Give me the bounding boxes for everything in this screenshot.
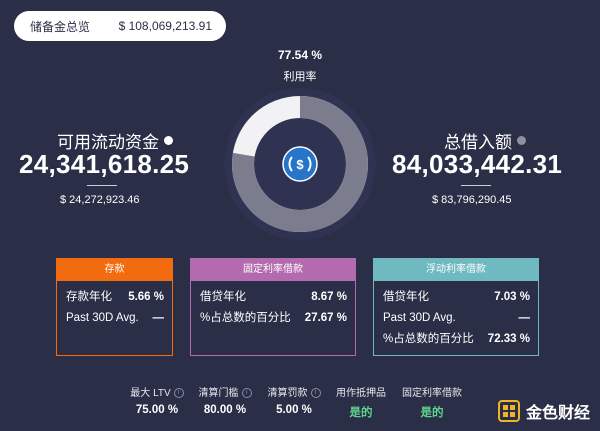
- info-icon[interactable]: i: [173, 388, 184, 399]
- variable-30d-row: Past 30D Avg. —: [374, 308, 538, 329]
- total-borrowed-label: 总借入额: [444, 133, 512, 152]
- stat-max-ltv-label: 最大 LTV: [130, 388, 171, 399]
- stat-liquidation-penalty: 清算罚款 i 5.00 %: [259, 384, 329, 416]
- total-borrowed-usd: $ 83,796,290.45: [432, 194, 512, 206]
- stat-liquidation-threshold-value: 80.00 %: [203, 404, 247, 416]
- borrowed-legend-dot: [517, 136, 526, 145]
- available-liquidity-usd: $ 24,272,923.46: [60, 194, 140, 206]
- deposit-apy-row: 存款年化 5.66 %: [57, 287, 172, 308]
- stable-share-label: %占总数的百分比: [200, 312, 291, 324]
- jinse-logo-icon: [497, 400, 520, 422]
- utilization-percent: 77.54 %: [277, 48, 323, 62]
- stat-stable-borrowing-label: 固定利率借款: [402, 388, 462, 399]
- deposit-30d-label: Past 30D Avg.: [66, 312, 139, 324]
- reserve-summary-label: 储备金总览: [30, 19, 91, 34]
- reserve-summary-pill: 储备金总览 $ 108,069,213.91: [14, 11, 226, 41]
- info-icon[interactable]: i: [241, 388, 252, 399]
- reserve-summary-value: $ 108,069,213.91: [118, 19, 212, 33]
- stat-used-as-collateral: 用作抵押品 是的: [326, 384, 396, 420]
- stable-apy-row: 借贷年化 8.67 %: [191, 287, 355, 308]
- utilization-label: 利用率: [283, 71, 317, 83]
- stat-stable-borrowing-value: 是的: [420, 407, 444, 419]
- deposit-apy-value: 5.66 %: [128, 291, 164, 303]
- stat-liquidation-threshold-label: 清算门槛: [198, 388, 239, 399]
- borrowed-divider: [461, 185, 491, 186]
- available-liquidity-amount: 24,341,618.25: [19, 149, 190, 179]
- stable-apy-label: 借贷年化: [200, 291, 246, 303]
- total-borrowed-title: 总借入额: [444, 128, 526, 153]
- variable-30d-value: —: [518, 312, 531, 324]
- info-icon[interactable]: i: [310, 388, 321, 399]
- stable-share-value: 27.67 %: [304, 312, 347, 324]
- variable-apy-value: 7.03 %: [494, 291, 530, 303]
- stat-liquidation-threshold: 清算门槛 i 80.00 %: [190, 384, 260, 416]
- available-liquidity-title: 可用流动资金: [57, 128, 173, 153]
- usdc-icon: $: [282, 146, 318, 182]
- available-divider: [87, 185, 117, 186]
- stat-max-ltv: 最大 LTV i 75.00 %: [122, 384, 192, 416]
- available-liquidity-label: 可用流动资金: [57, 133, 159, 152]
- stable-borrow-card-header: 固定利率借款: [191, 259, 355, 281]
- donut-borrowed-segment: [232, 96, 368, 232]
- available-legend-dot: [164, 136, 173, 145]
- stat-liquidation-penalty-value: 5.00 %: [276, 404, 312, 416]
- variable-share-row: %占总数的百分比 72.33 %: [374, 329, 538, 350]
- variable-borrow-card-header: 浮动利率借款: [374, 259, 538, 281]
- deposit-30d-row: Past 30D Avg. —: [57, 308, 172, 329]
- svg-text:$: $: [296, 157, 304, 172]
- stat-liquidation-penalty-label: 清算罚款: [267, 388, 308, 399]
- watermark: 金色财经: [497, 399, 590, 423]
- stable-share-row: %占总数的百分比 27.67 %: [191, 308, 355, 329]
- stable-borrow-card: 固定利率借款 借贷年化 8.67 % %占总数的百分比 27.67 %: [190, 258, 356, 356]
- total-borrowed-amount: 84,033,442.31: [392, 149, 563, 179]
- variable-borrow-card: 浮动利率借款 借贷年化 7.03 % Past 30D Avg. — %占总数的…: [373, 258, 539, 356]
- variable-apy-label: 借贷年化: [383, 291, 429, 303]
- stat-used-as-collateral-label: 用作抵押品: [336, 388, 386, 399]
- watermark-text: 金色财经: [525, 405, 590, 422]
- variable-share-label: %占总数的百分比: [383, 333, 474, 345]
- variable-apy-row: 借贷年化 7.03 %: [374, 287, 538, 308]
- stable-apy-value: 8.67 %: [311, 291, 347, 303]
- variable-share-value: 72.33 %: [487, 333, 530, 345]
- stat-max-ltv-value: 75.00 %: [135, 404, 179, 416]
- stat-stable-borrowing: 固定利率借款 是的: [397, 384, 467, 420]
- variable-30d-label: Past 30D Avg.: [383, 312, 456, 324]
- deposit-apy-label: 存款年化: [66, 291, 112, 303]
- utilization-donut: $: [224, 88, 376, 240]
- deposit-card: 存款 存款年化 5.66 % Past 30D Avg. —: [56, 258, 173, 356]
- deposit-30d-value: —: [152, 312, 165, 324]
- stat-used-as-collateral-value: 是的: [349, 407, 373, 419]
- deposit-card-header: 存款: [57, 259, 172, 281]
